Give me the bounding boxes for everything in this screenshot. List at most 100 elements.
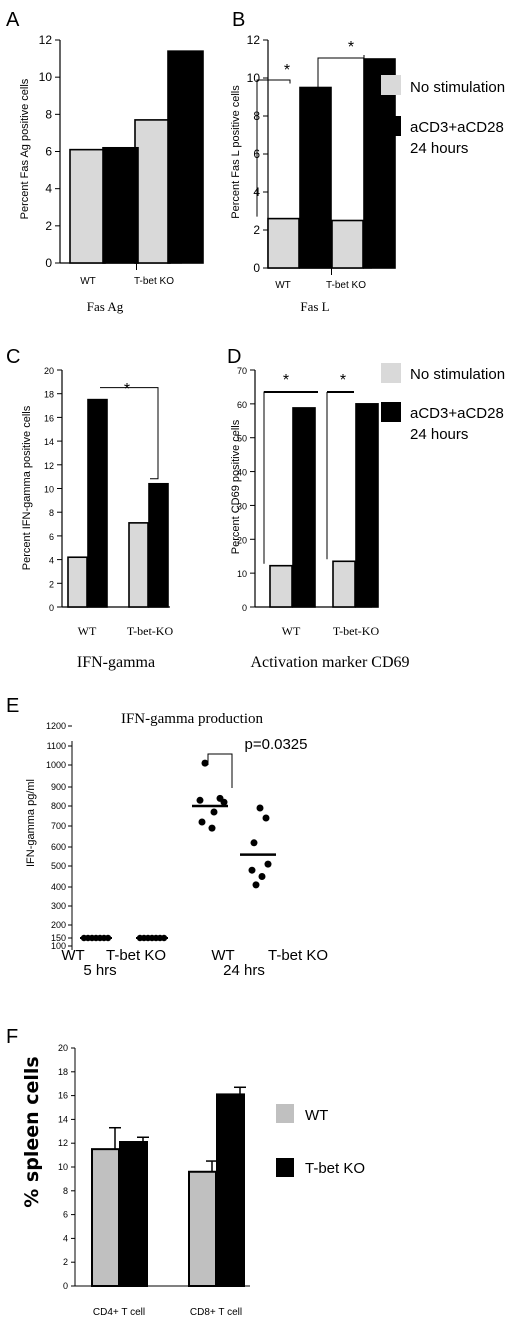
y-tick-label: 14	[44, 437, 54, 447]
significance-star: *	[284, 62, 290, 79]
data-point	[250, 839, 258, 847]
category-label: CD8+ T cell	[190, 1307, 242, 1318]
panel-e-timepoint-5hrs: 5 hrs	[83, 962, 116, 979]
panel-b: B Percent Fas L positive cells Fas L 0 24…	[230, 9, 505, 314]
data-point	[262, 814, 270, 822]
panel-b-letter: B	[232, 9, 245, 31]
significance-star: *	[283, 372, 289, 389]
bar-no_stim-0	[69, 148, 106, 264]
bar-no_stim-1	[332, 560, 356, 608]
panel-c-letter: C	[6, 346, 20, 368]
panel-c-ylabel: Percent IFN-gamma positive cells	[21, 405, 33, 570]
y-tick-label: 1000	[46, 760, 66, 770]
data-point	[264, 860, 272, 868]
category-label: CD4+ T cell	[93, 1307, 145, 1318]
y-tick-label: 30	[237, 501, 247, 511]
y-tick-label: 50	[237, 434, 247, 444]
panel-a-xlabel: Fas Ag	[87, 299, 124, 314]
bar-tbet-1	[216, 1093, 245, 1288]
y-tick-label: 150	[51, 933, 66, 943]
category-label: T-bet-KO	[127, 624, 174, 638]
panel-e-ylabel: IFN-gamma pg/ml	[25, 779, 37, 867]
category-label: WT	[282, 624, 301, 638]
data-point	[258, 873, 266, 880]
significance-bracket	[207, 753, 233, 788]
bar-wt-1	[188, 1170, 217, 1288]
panel-b-legend: No stimulation aCD3+aCD28 24 hours	[381, 75, 505, 157]
panel-a-ylabel: Percent Fas Ag positive cells	[19, 78, 31, 219]
panel-b-xlabel: Fas L	[300, 299, 329, 314]
y-tick-label: 10	[44, 485, 54, 495]
panel-e-letter: E	[6, 695, 19, 717]
data-point	[196, 796, 204, 804]
y-tick-label: 0	[63, 1281, 68, 1291]
y-tick-label: 100	[51, 941, 66, 951]
legend-swatch-stimulation-d	[381, 402, 401, 422]
y-tick-label: 60	[237, 400, 247, 410]
legend-label-no-stimulation: No stimulation	[410, 79, 505, 96]
y-tick-label: 18	[44, 390, 54, 400]
bar-no_stim-0	[269, 564, 293, 608]
y-tick-label: 300	[51, 901, 66, 911]
y-tick-label: 0	[49, 603, 54, 613]
y-tick-label: 2	[49, 579, 54, 589]
panel-a: A Percent Fas Ag positive cells Fas Ag 0…	[6, 9, 204, 314]
bar-stim-0	[87, 398, 108, 608]
panel-c: C Percent IFN-gamma positive cells IFN-g…	[6, 346, 173, 671]
significance-star: *	[348, 39, 354, 56]
y-tick-label: 0	[45, 256, 52, 270]
y-tick-label: 1100	[47, 741, 66, 751]
y-tick-label: 18	[58, 1067, 68, 1077]
y-tick-label: 4	[63, 1233, 68, 1243]
bar-stim-0	[292, 407, 316, 608]
group-label: WT	[61, 947, 84, 964]
category-label: T-bet-KO	[333, 624, 380, 638]
y-tick-label: 12	[44, 461, 54, 471]
category-label: WT	[275, 280, 291, 291]
y-tick-label: 4	[45, 182, 52, 196]
category-label: WT	[78, 624, 97, 638]
bar-wt-0	[91, 1148, 120, 1288]
y-tick-label: 700	[51, 821, 66, 831]
legend-label-stimulation-line1: aCD3+aCD28	[410, 119, 504, 136]
y-tick-label: 1200	[46, 721, 66, 731]
data-point	[248, 866, 256, 874]
y-tick-label: 12	[58, 1138, 68, 1148]
y-tick-label: 14	[58, 1114, 68, 1124]
significance-star: *	[124, 381, 130, 398]
category-label: T-bet KO	[326, 280, 366, 291]
y-tick-label: 6	[49, 532, 54, 542]
panel-e-title: IFN-gamma production	[121, 711, 264, 727]
y-tick-label: 0	[242, 603, 247, 613]
y-tick-label: 10	[247, 71, 261, 85]
legend-swatch-no-stimulation	[381, 75, 401, 95]
y-tick-label: 10	[58, 1162, 68, 1172]
significance-bracket	[256, 79, 291, 217]
data-point	[252, 881, 260, 889]
bar-no_stim-1	[134, 119, 171, 264]
y-tick-label: 8	[45, 107, 52, 121]
panel-f-letter: F	[6, 1026, 18, 1048]
bar-no_stim-1	[128, 522, 149, 608]
panel-d-ylabel: Percent CD69 positive cells	[230, 419, 242, 554]
panel-b-ylabel: Percent Fas L positive cells	[230, 85, 242, 219]
legend-label-stimulation-line2: 24 hours	[410, 140, 468, 157]
group-label: WT	[211, 947, 234, 964]
legend-label-wt: WT	[305, 1107, 328, 1124]
y-tick-label: 20	[44, 366, 54, 376]
legend-label-no-stimulation-d: No stimulation	[410, 366, 505, 383]
y-tick-label: 900	[51, 782, 66, 792]
y-tick-label: 16	[58, 1091, 68, 1101]
legend-label-stimulation-d-line2: 24 hours	[410, 426, 468, 443]
panel-e-timepoint-24hrs: 24 hrs	[223, 962, 265, 979]
significance-bracket	[263, 391, 292, 564]
panel-c-xlabel: IFN-gamma	[77, 654, 155, 671]
data-point	[208, 824, 216, 832]
bar-no_stim-0	[67, 556, 88, 608]
panel-d-letter: D	[227, 346, 241, 368]
group-label: T-bet KO	[268, 947, 328, 964]
category-label: T-bet KO	[134, 276, 174, 287]
bar-stim-0	[102, 146, 139, 264]
panel-f-legend: WT T-bet KO	[276, 1104, 365, 1177]
